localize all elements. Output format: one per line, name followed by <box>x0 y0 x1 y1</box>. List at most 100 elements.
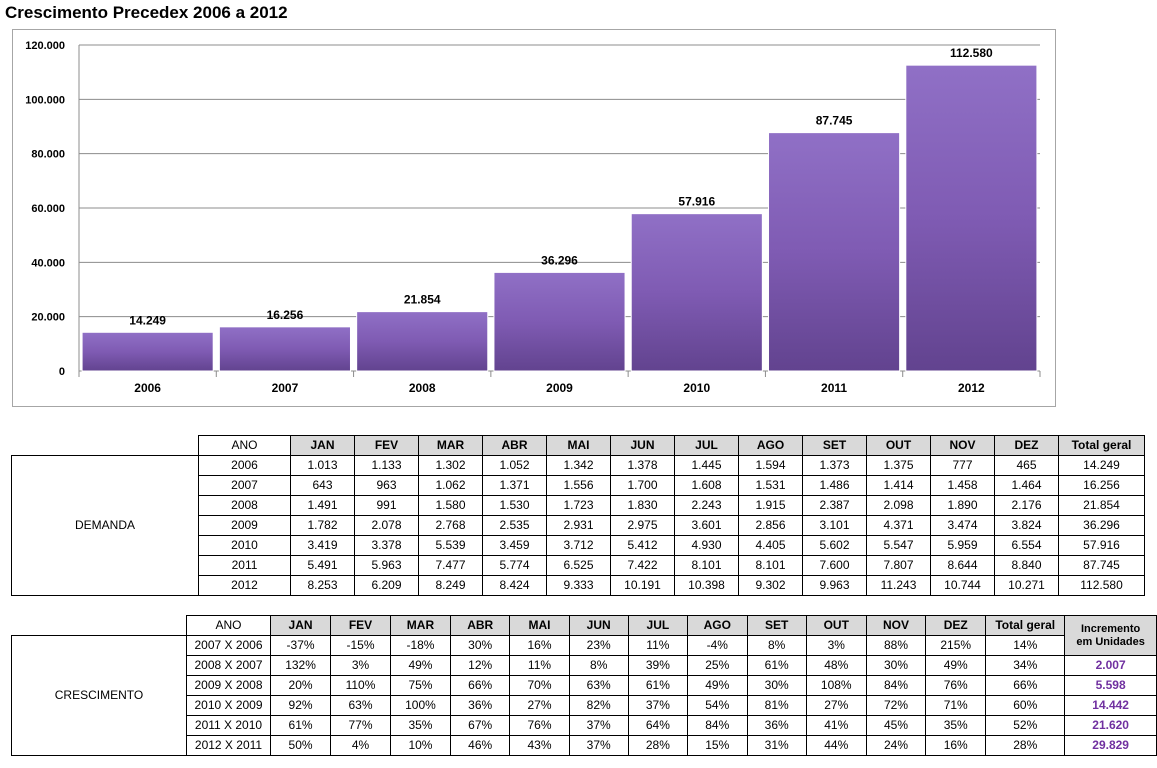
table-cell: 14% <box>985 635 1066 656</box>
table-cell: 36% <box>449 695 511 716</box>
table-cell: 2.856 <box>738 515 803 536</box>
data-label: 57.916 <box>678 195 715 209</box>
data-label: 112.580 <box>950 46 993 60</box>
table-cell: 49% <box>925 655 987 676</box>
table-cell: 8% <box>568 655 629 676</box>
table-row: 2008 X 2007 132% 3% 49% 12% 11% 8% 39% 25% 61% 48%… <box>12 655 1157 676</box>
table-cell: 5.963 <box>354 555 419 576</box>
table-cell: 9.302 <box>738 575 803 596</box>
table-row: DEMANDA 2006 1.013 1.133 1.302 1.052 1.342 1.37… <box>11 455 1145 596</box>
increment-cell: 5.598 <box>1064 675 1157 696</box>
table-cell: 28% <box>985 735 1066 756</box>
table-cell: 2.768 <box>418 515 483 536</box>
table-cell: 67% <box>449 715 511 736</box>
table-cell: 23% <box>568 635 629 656</box>
table-cell: 9.963 <box>802 575 867 596</box>
table-cell: 63% <box>568 675 629 696</box>
table-cell: 30% <box>865 655 927 676</box>
table-cell: 100% <box>389 695 451 716</box>
bar <box>768 132 901 372</box>
table-cell: 5.602 <box>802 535 867 556</box>
bar-chart: 0 20.000 40.000 60.000 80.000 100.000 120.000 1… <box>12 29 1056 407</box>
table-cell: 8.253 <box>290 575 355 596</box>
column-header: Total geral <box>1058 435 1145 456</box>
table-cell: 27% <box>509 695 570 716</box>
y-tick-label: 120.000 <box>25 40 65 52</box>
table-cell: 110% <box>330 675 391 696</box>
column-header: ABR <box>449 615 511 636</box>
table-cell: 64% <box>627 715 688 736</box>
table-cell: 2.535 <box>482 515 547 536</box>
table-cell: 3.459 <box>482 535 547 556</box>
table-cell: 71% <box>925 695 987 716</box>
table-cell: 41% <box>805 715 867 736</box>
table-row: 2009 1.782 2.078 2.768 2.535 2.931 2.975 3.601 2… <box>12 515 1145 536</box>
table-cell: 1.782 <box>290 515 355 536</box>
table-cell: 66% <box>985 675 1066 696</box>
x-tick-label: 2006 <box>134 381 161 395</box>
table-cell: 1.445 <box>674 455 739 476</box>
table-cell: -37% <box>270 635 332 656</box>
table-cell: 14.249 <box>1058 455 1145 476</box>
bar <box>630 213 763 372</box>
table-cell: 49% <box>686 675 748 696</box>
table-cell: 37% <box>568 735 629 756</box>
table-cell: 16.256 <box>1058 475 1145 496</box>
page-title: Crescimento Precedex 2006 a 2012 <box>5 3 288 22</box>
group-label: DEMANDA <box>11 455 199 596</box>
column-header: JUN <box>610 435 675 456</box>
table-cell: 10.744 <box>930 575 995 596</box>
table-cell: 81% <box>746 695 807 716</box>
table-cell: 643 <box>290 475 355 496</box>
row-label: 2011 <box>198 555 291 576</box>
row-label: 2010 <box>198 535 291 556</box>
table-cell: 1.378 <box>610 455 675 476</box>
y-tick-label: 20.000 <box>31 312 65 324</box>
table-cell: 1.458 <box>930 475 995 496</box>
data-label: 21.854 <box>404 293 441 307</box>
table-row: 2012 X 2011 50% 4% 10% 46% 43% 37% 28% 15% 31% 44%… <box>12 735 1157 756</box>
table-cell: 3.419 <box>290 535 355 556</box>
table-row: 2010 3.419 3.378 5.539 3.459 3.712 5.412 4.930 4… <box>12 535 1145 556</box>
table-cell: 1.491 <box>290 495 355 516</box>
header-row: ANO JAN FEV MAR ABR MAI JUN JUL AGO SET OUT NOV DEZ T… <box>12 615 1157 656</box>
table-cell: 2.243 <box>674 495 739 516</box>
table-cell: 1.531 <box>738 475 803 496</box>
table-cell: 5.774 <box>482 555 547 576</box>
increment-cell: 21.620 <box>1064 715 1157 736</box>
table-cell: 30% <box>449 635 511 656</box>
table-cell: 8% <box>746 635 807 656</box>
column-header: JUL <box>627 615 688 636</box>
table-cell: 2.931 <box>546 515 611 536</box>
table-cell: 1.133 <box>354 455 419 476</box>
table-cell: 20% <box>270 675 332 696</box>
table-cell: 52% <box>985 715 1066 736</box>
table-cell: 2.387 <box>802 495 867 516</box>
row-label: 2009 <box>198 515 291 536</box>
table-cell: 7.477 <box>418 555 483 576</box>
table-cell: 7.807 <box>866 555 931 576</box>
header-row: ANO JAN FEV MAR ABR MAI JUN JUL AGO SET OUT NOV DEZ T… <box>12 435 1145 456</box>
table-cell: 10.271 <box>994 575 1059 596</box>
table-cell: 24% <box>865 735 927 756</box>
table-cell: 28% <box>627 735 688 756</box>
column-header: NOV <box>865 615 927 636</box>
table-cell: 87.745 <box>1058 555 1145 576</box>
column-header: AGO <box>738 435 803 456</box>
table-cell: 61% <box>627 675 688 696</box>
table-cell: 4% <box>330 735 391 756</box>
y-tick-label: 0 <box>59 366 65 378</box>
column-header: NOV <box>930 435 995 456</box>
table-cell: 1.464 <box>994 475 1059 496</box>
table-cell: 70% <box>509 675 570 696</box>
column-header: MAI <box>509 615 570 636</box>
table-cell: 60% <box>985 695 1066 716</box>
table-cell: 1.052 <box>482 455 547 476</box>
table-cell: 1.371 <box>482 475 547 496</box>
table-cell: 75% <box>389 675 451 696</box>
column-header: OUT <box>866 435 931 456</box>
column-header: ABR <box>482 435 547 456</box>
table-cell: 8.644 <box>930 555 995 576</box>
bar <box>218 326 351 372</box>
table-cell: 1.594 <box>738 455 803 476</box>
